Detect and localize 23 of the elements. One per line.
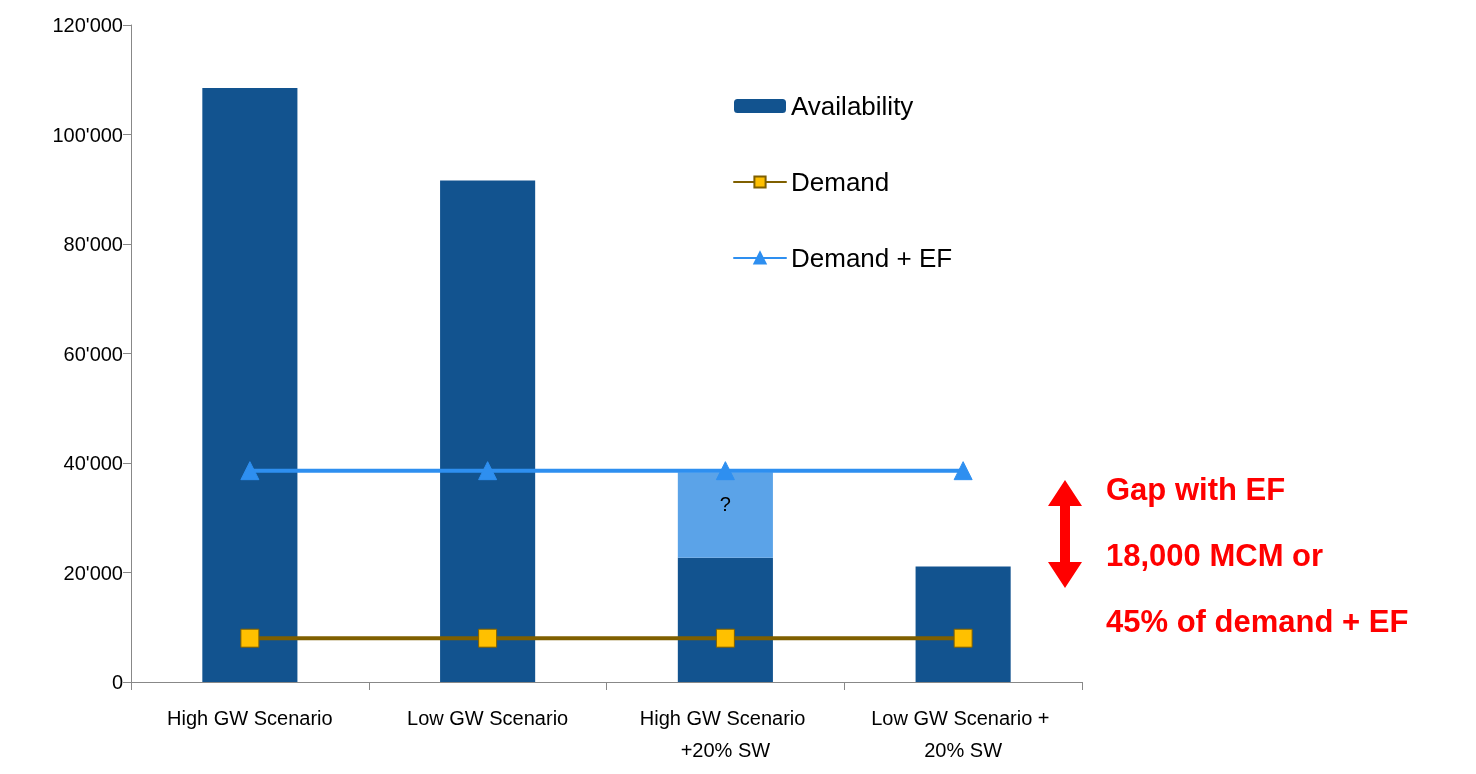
legend-label: Demand + EF [791, 243, 953, 273]
bar [440, 180, 536, 682]
annotation: ? [719, 493, 731, 516]
y-tick-label: 100'000 [52, 123, 123, 146]
y-tick-label: 40'000 [63, 452, 123, 474]
bar [915, 566, 1011, 682]
bar [202, 87, 298, 682]
bar [677, 472, 773, 558]
text: Gap with EF [1106, 472, 1286, 507]
y-tick-label: 0 [111, 671, 123, 693]
x-tick-label: High GW Scenario +20% SW [639, 707, 811, 761]
legend-label: Demand [791, 167, 890, 197]
x-tick-label: Low GW Scenario + 20% SW [871, 707, 1056, 761]
y-tick-label: 60'000 [63, 342, 123, 365]
legend-label: Availability [791, 91, 914, 121]
y-tick-label: 120'000 [52, 14, 123, 36]
x-tick-label: High GW Scenario [167, 707, 333, 729]
x-tick-label: Low GW Scenario [407, 707, 569, 729]
text: 18,000 MCM or [1106, 538, 1324, 573]
bar [677, 557, 773, 682]
y-tick-label: 20'000 [63, 561, 123, 584]
y-tick-label: 80'000 [63, 233, 123, 255]
text: 45% of demand + EF [1106, 604, 1409, 639]
